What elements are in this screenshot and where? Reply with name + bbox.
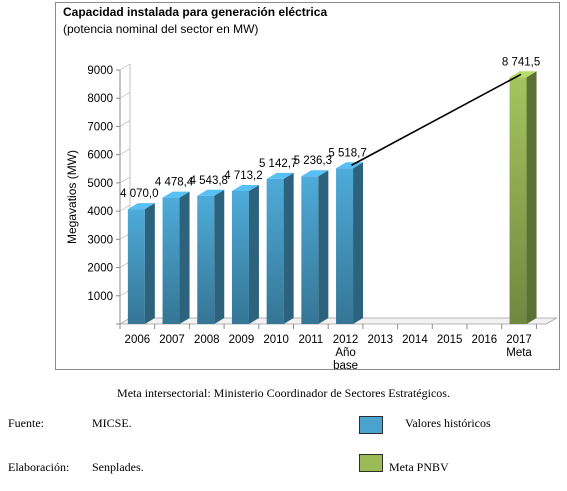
x-tick-sublabel: Meta <box>506 347 532 359</box>
bar-front <box>336 168 354 324</box>
data-label: 5 236,3 <box>294 155 332 167</box>
bar-front <box>162 197 180 324</box>
legend-swatch-meta <box>359 454 383 472</box>
bar-front <box>127 209 145 324</box>
y-tick-depth <box>119 204 131 212</box>
legend-swatch-historic <box>359 416 383 434</box>
chart-subtitle: (potencia nominal del sector en MW) <box>63 22 259 36</box>
legend-label-meta: Meta PNBV <box>389 460 449 474</box>
elaboracion-value: Senplades. <box>92 460 144 474</box>
y-tick-depth <box>119 120 131 127</box>
bar-top <box>266 172 294 179</box>
source-note: Meta intersectorial: Ministerio Coordina… <box>117 386 450 400</box>
data-label: 5 142,7 <box>259 158 297 170</box>
y-tick-label: 7000 <box>87 121 113 133</box>
chart-svg: 1000 2000 3000 4000 5000 6000 7000 8000 9000 Mega… <box>65 56 558 372</box>
bar-side <box>144 203 155 324</box>
x-tick-label: 2010 <box>263 334 289 346</box>
bar-top <box>127 203 155 210</box>
x-tick-label: 2007 <box>159 334 185 346</box>
bar-side <box>179 191 190 324</box>
x-tick-label: 2009 <box>229 334 255 346</box>
y-tick-label: 5000 <box>87 178 113 190</box>
elaboracion-label: Elaboración: <box>8 460 70 474</box>
fuente-value: MICSE. <box>92 416 132 430</box>
bar-top <box>301 170 329 177</box>
bar-front <box>509 77 527 324</box>
y-tick-depth <box>119 91 131 99</box>
y-tick-label: 9000 <box>87 65 113 77</box>
bar-front <box>231 190 249 324</box>
bar-top <box>231 184 259 191</box>
y-tick-depth <box>119 63 131 71</box>
trend-line <box>351 73 522 166</box>
legend-label-historic: Valores históricos <box>405 416 491 430</box>
bar-side <box>248 184 259 324</box>
y-tick-label: 2000 <box>87 263 113 275</box>
data-label: 4 713,2 <box>224 170 262 182</box>
bar-side <box>526 71 537 324</box>
x-tick-label: 2016 <box>472 334 498 346</box>
y-tick-depth <box>119 148 131 155</box>
bar-front <box>266 178 284 324</box>
data-label: 5 518,7 <box>328 147 366 159</box>
x-tick-sublabel: base <box>333 360 358 372</box>
y-tick-label: 3000 <box>87 234 113 246</box>
x-tick-label: 2008 <box>194 334 220 346</box>
data-label: 8 741,5 <box>502 56 540 68</box>
y-tick-label: 4000 <box>87 206 113 218</box>
x-tick-sublabel: Año <box>335 347 355 359</box>
bar-side <box>318 170 329 324</box>
fuente-label: Fuente: <box>8 416 44 430</box>
x-tick-label: 2015 <box>437 334 463 346</box>
x-tick-label: 2014 <box>402 334 428 346</box>
y-tick-label: 6000 <box>87 150 113 162</box>
x-tick-label: 2006 <box>125 334 151 346</box>
x-tick-label: 2012 <box>333 334 359 346</box>
y-tick-label: 1000 <box>87 291 113 303</box>
data-label: 4 478,4 <box>155 177 194 189</box>
bar-top <box>162 191 190 198</box>
bar-side <box>214 189 225 324</box>
y-tick-label: 8000 <box>87 93 113 105</box>
data-label: 4 070,0 <box>120 188 158 200</box>
data-label: 4 543,8 <box>190 175 228 187</box>
bar-top <box>509 71 537 78</box>
x-tick-label: 2017 <box>506 334 532 346</box>
y-axis-label: Megavatios (MW) <box>65 150 79 244</box>
bar-front <box>301 176 319 324</box>
bar-front <box>197 195 215 324</box>
x-tick-label: 2013 <box>367 334 393 346</box>
bar-top <box>336 162 364 169</box>
chart-title: Capacidad instalada para generación eléc… <box>63 5 328 19</box>
bar-side <box>283 172 294 324</box>
x-tick-label: 2011 <box>298 334 323 346</box>
bar-top <box>197 189 225 196</box>
bar-side <box>353 162 364 324</box>
y-tick-depth <box>119 176 131 184</box>
